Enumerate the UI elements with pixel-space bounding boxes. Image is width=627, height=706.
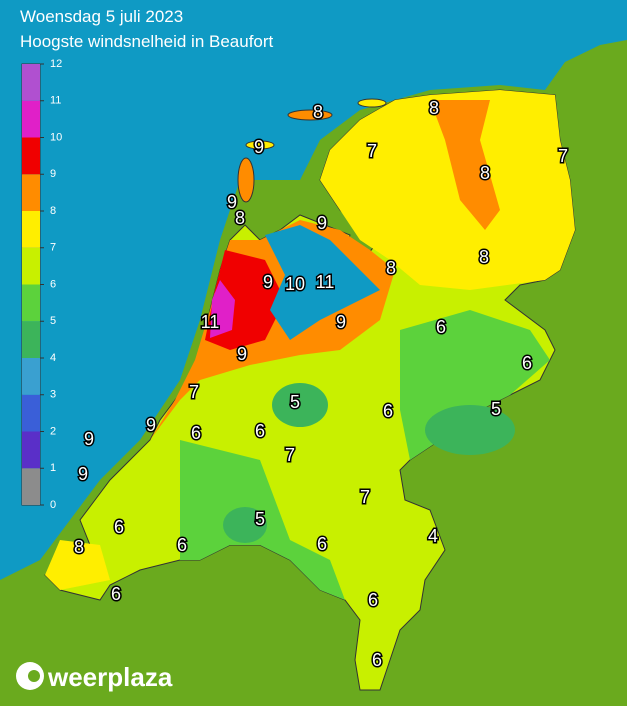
- zone-orange: [430, 100, 500, 230]
- contour-label: 9: [146, 415, 156, 435]
- legend-tick-label: 12: [50, 58, 62, 70]
- contour-label: 8: [386, 258, 396, 278]
- contour-label: 6: [368, 590, 378, 610]
- contour-label: 9: [336, 312, 346, 332]
- legend-tick-label: 8: [50, 205, 56, 217]
- legend-tick-label: 2: [50, 425, 56, 437]
- legend-swatch: [22, 284, 40, 322]
- contour-label: 9: [78, 464, 88, 484]
- contour-label: 8: [480, 163, 490, 183]
- legend-tick-label: 11: [50, 95, 61, 107]
- contour-label: 8: [479, 247, 489, 267]
- legend-tick-label: 3: [50, 389, 56, 401]
- contour-label: 6: [317, 534, 327, 554]
- legend-tick-label: 5: [50, 315, 56, 327]
- zone-yellow-south: [45, 540, 110, 590]
- vlieland: [245, 140, 275, 150]
- contour-label: 6: [114, 517, 124, 537]
- legend-tick-label: 1: [50, 462, 56, 474]
- zone-magenta: [210, 280, 235, 338]
- logo-icon-inner: [28, 670, 40, 682]
- legend-swatch: [22, 431, 40, 469]
- legend-swatch: [22, 321, 40, 358]
- contour-label: 6: [372, 650, 382, 670]
- islands: [237, 98, 387, 203]
- legend-swatch: [22, 100, 40, 138]
- ijsselmeer: [265, 225, 380, 340]
- legend-tick-label: 9: [50, 168, 56, 180]
- logo: weerplaza: [47, 662, 173, 692]
- sea: [0, 0, 627, 580]
- contour-label: 9: [254, 137, 264, 157]
- legend-swatch: [22, 358, 40, 395]
- contour-label: 9: [227, 192, 237, 212]
- legend-swatch: [22, 137, 40, 175]
- contour-label: 8: [429, 98, 439, 118]
- zone-5-center: [272, 383, 328, 427]
- contour-label: 9: [317, 213, 327, 233]
- legend-swatch: [22, 394, 40, 432]
- contour-label: 7: [558, 146, 568, 166]
- contour-label: 7: [285, 445, 295, 465]
- zone-5-east: [425, 405, 515, 455]
- contour-label: 6: [436, 317, 446, 337]
- legend-tick-label: 0: [50, 499, 56, 511]
- ameland: [357, 98, 387, 108]
- legend-tick-label: 6: [50, 278, 56, 290]
- contour-label: 8: [313, 102, 323, 122]
- contour-label: 10: [285, 274, 305, 294]
- legend-swatch: [22, 211, 40, 248]
- contour-label: 5: [255, 509, 265, 529]
- legend-swatch: [22, 247, 40, 285]
- contour-label: 6: [191, 423, 201, 443]
- legend-swatch: [22, 174, 40, 211]
- legend-tick-label: 4: [50, 352, 56, 364]
- legend-swatch: [22, 64, 40, 101]
- zone-5-south: [223, 507, 267, 543]
- contour-label: 11: [201, 312, 220, 332]
- contour-label: 7: [360, 487, 370, 507]
- contour-label: 5: [290, 392, 300, 412]
- terschelling: [287, 109, 333, 121]
- contour-label: 5: [491, 399, 501, 419]
- contour-label: 8: [235, 208, 245, 228]
- title: Woensdag 5 juli 2023: [20, 7, 183, 26]
- contour-label: 9: [84, 429, 94, 449]
- contour-label: 6: [383, 401, 393, 421]
- contour-label: 11: [316, 272, 335, 292]
- contour-label: 6: [522, 353, 532, 373]
- legend-swatch: [22, 468, 40, 505]
- contour-label: 6: [177, 535, 187, 555]
- subtitle: Hoogste windsnelheid in Beaufort: [20, 32, 274, 51]
- legend-tick-label: 7: [50, 242, 56, 254]
- contour-label: 7: [189, 382, 199, 402]
- contour-label: 9: [237, 344, 247, 364]
- contour-label: 6: [255, 421, 265, 441]
- contour-label: 8: [74, 537, 84, 557]
- legend-tick-label: 10: [50, 131, 62, 143]
- contour-label: 4: [428, 526, 438, 546]
- contour-label: 9: [263, 272, 273, 292]
- zone-yellow-north: [320, 90, 575, 290]
- contour-label: 7: [367, 141, 377, 161]
- contour-label: 6: [111, 584, 121, 604]
- texel: [237, 157, 255, 203]
